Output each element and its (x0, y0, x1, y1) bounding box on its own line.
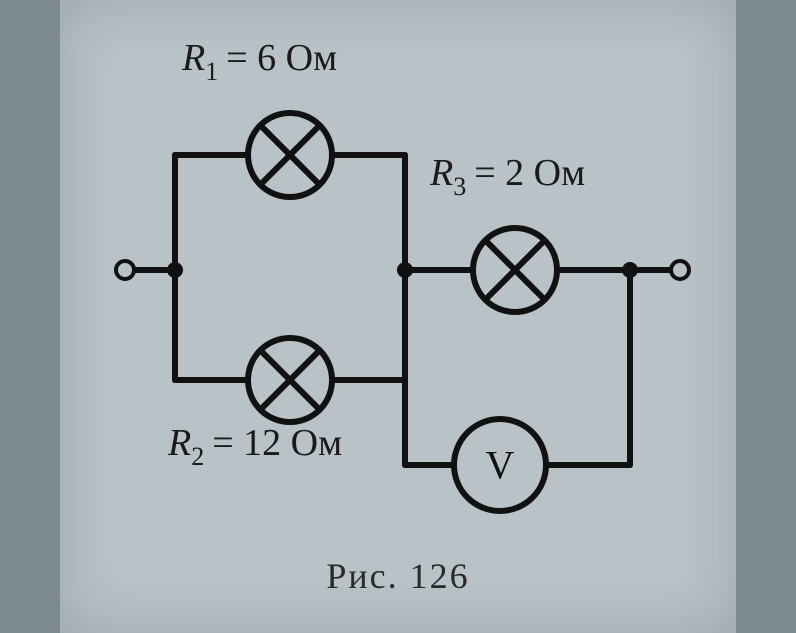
label-r2: R2= 12 Ом (167, 422, 342, 471)
lamp-r1 (248, 113, 332, 197)
lamp-r3 (473, 228, 557, 312)
label-r3: R3= 2 Ом (429, 152, 585, 201)
voltmeter: V (454, 419, 546, 511)
junction-dot (397, 262, 413, 278)
voltmeter-letter: V (486, 443, 515, 488)
lamp-r2 (248, 338, 332, 422)
diagram-panel: V R1= 6 Ом R2= 12 Ом R3= 2 Ом Рис. 126 (60, 0, 736, 633)
label-r1: R1= 6 Ом (181, 37, 337, 86)
figure-caption: Рис. 126 (60, 555, 736, 597)
svg-text:R3= 2 Ом: R3= 2 Ом (429, 152, 585, 201)
svg-text:R1= 6 Ом: R1= 6 Ом (181, 37, 337, 86)
junction-dot (622, 262, 638, 278)
circuit-diagram: V R1= 6 Ом R2= 12 Ом R3= 2 Ом (60, 0, 736, 633)
junction-dot (167, 262, 183, 278)
terminal-left (116, 261, 134, 279)
terminal-right (671, 261, 689, 279)
svg-text:R2= 12 Ом: R2= 12 Ом (167, 422, 342, 471)
